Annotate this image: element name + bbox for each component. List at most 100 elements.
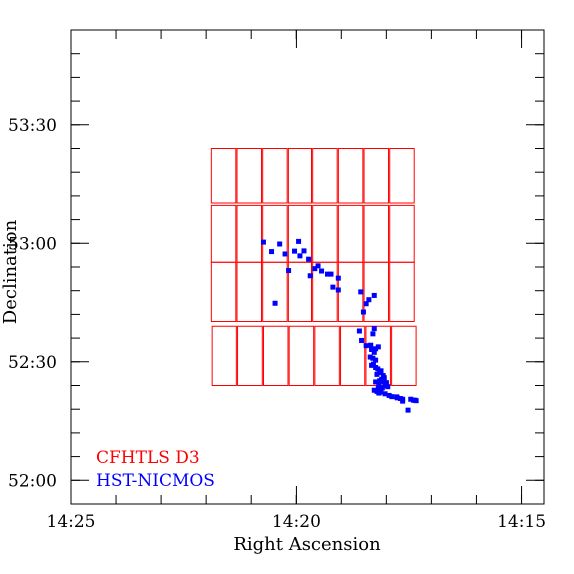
nicmos-point xyxy=(260,239,266,245)
nicmos-point xyxy=(376,381,382,387)
nicmos-point xyxy=(400,398,406,404)
nicmos-point xyxy=(381,379,387,385)
x-tick-label: 14:25 xyxy=(47,512,96,532)
nicmos-point xyxy=(371,387,377,393)
nicmos-point xyxy=(363,343,369,349)
nicmos-point xyxy=(373,346,379,352)
nicmos-point xyxy=(376,390,382,396)
nicmos-point xyxy=(312,266,318,272)
x-tick-label: 14:15 xyxy=(497,512,546,532)
nicmos-point xyxy=(379,385,385,391)
nicmos-point xyxy=(301,248,307,254)
nicmos-point xyxy=(375,366,381,372)
nicmos-point xyxy=(371,326,377,332)
cfhtls-field-rect xyxy=(363,148,390,204)
nicmos-point xyxy=(382,391,388,397)
nicmos-point xyxy=(359,337,365,343)
axis-ticks: 14:25 14:20 14:15 52:00 52:30 53:00 53:30 xyxy=(8,29,546,532)
nicmos-point xyxy=(369,362,375,368)
nicmos-point xyxy=(378,368,384,374)
nicmos-point xyxy=(282,251,288,257)
nicmos-point xyxy=(408,396,414,402)
nicmos-point xyxy=(292,248,298,254)
nicmos-point xyxy=(375,344,381,350)
y-tick-label: 52:00 xyxy=(8,471,57,491)
cfhtls-field-rect xyxy=(262,261,288,323)
nicmos-point xyxy=(371,349,377,355)
nicmos-point xyxy=(306,256,312,262)
nicmos-point xyxy=(296,238,302,244)
nicmos-point xyxy=(386,392,392,398)
cfhtls-field-rect xyxy=(391,325,417,386)
cfhtls-field-rect xyxy=(287,148,312,204)
cfhtls-field-rect xyxy=(340,325,366,386)
y-axis-label: Declination xyxy=(0,219,21,324)
nicmos-point xyxy=(356,328,362,334)
y-tick-label: 53:30 xyxy=(8,116,57,136)
y-tick-label: 52:30 xyxy=(8,353,57,373)
nicmos-point xyxy=(394,395,400,401)
cfhtls-field-rect xyxy=(237,325,263,386)
nicmos-point xyxy=(368,342,374,348)
nicmos-point xyxy=(360,309,366,315)
nicmos-point xyxy=(315,263,321,269)
nicmos-point xyxy=(358,289,364,295)
nicmos-point xyxy=(375,385,381,391)
nicmos-point xyxy=(381,375,387,381)
nicmos-point xyxy=(413,398,419,404)
nicmos-point xyxy=(374,371,380,377)
cfhtls-field-rect xyxy=(262,148,288,204)
x-axis-label: Right Ascension xyxy=(233,534,381,555)
cfhtls-field-rect xyxy=(210,148,237,204)
nicmos-point xyxy=(335,275,341,281)
nicmos-point xyxy=(286,268,292,274)
nicmos-point xyxy=(370,331,376,337)
cfhtls-field-rect xyxy=(210,204,237,263)
cfhtls-field-rect xyxy=(236,261,262,323)
cfhtls-field-rect xyxy=(314,325,340,386)
nicmos-point xyxy=(382,383,388,388)
cfhtls-field-rect xyxy=(236,204,262,263)
nicmos-point xyxy=(335,287,341,293)
nicmos-point xyxy=(319,268,325,274)
cfhtls-field-rect xyxy=(389,261,415,323)
nicmos-points xyxy=(260,238,419,413)
plot-border xyxy=(70,29,545,505)
nicmos-point xyxy=(385,384,391,390)
legend-cfhtls: CFHTLS D3 xyxy=(96,448,200,468)
nicmos-point xyxy=(297,253,303,259)
nicmos-point xyxy=(373,357,379,363)
cfhtls-field-rect xyxy=(312,148,338,204)
plot-frame xyxy=(70,29,545,505)
nicmos-point xyxy=(277,241,283,247)
legend-nicmos: HST-NICMOS xyxy=(96,471,215,491)
nicmos-point xyxy=(325,271,331,277)
cfhtls-field-rect xyxy=(211,325,237,386)
cfhtls-field-rect xyxy=(389,204,415,263)
cfhtls-field-rect xyxy=(337,204,364,263)
nicmos-point xyxy=(363,301,369,307)
nicmos-point xyxy=(371,292,377,298)
x-tick-label: 14:20 xyxy=(272,512,321,532)
cfhtls-field-rect xyxy=(263,325,289,386)
nicmos-point xyxy=(328,271,334,277)
nicmos-point xyxy=(366,297,372,303)
cfhtls-fields xyxy=(210,148,417,386)
nicmos-point xyxy=(330,284,336,290)
cfhtls-field-rect xyxy=(363,261,390,323)
nicmos-point xyxy=(373,379,379,385)
cfhtls-field-rect xyxy=(287,261,312,323)
nicmos-point xyxy=(369,346,375,352)
nicmos-point xyxy=(383,380,389,386)
nicmos-point xyxy=(269,249,275,255)
y-tick-label: 53:00 xyxy=(8,234,57,254)
cfhtls-field-rect xyxy=(312,204,338,263)
nicmos-point xyxy=(367,354,373,360)
cfhtls-field-rect xyxy=(389,148,415,204)
nicmos-point xyxy=(377,378,383,384)
cfhtls-field-rect xyxy=(363,204,390,263)
cfhtls-field-rect xyxy=(210,261,237,323)
cfhtls-field-rect xyxy=(337,148,364,204)
nicmos-point xyxy=(405,407,411,413)
